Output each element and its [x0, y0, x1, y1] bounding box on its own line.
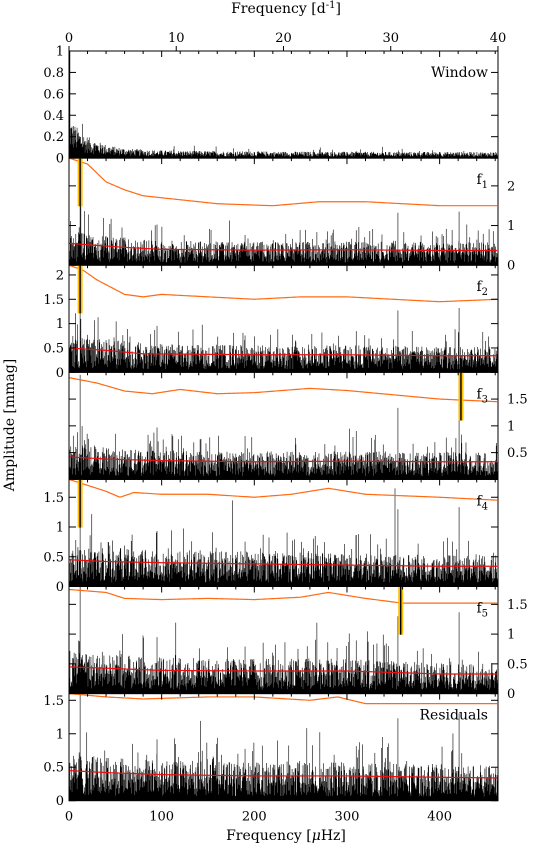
spectrum-f3	[69, 374, 498, 480]
spectrum-f1	[69, 158, 498, 266]
y-tick-label: 0.5	[507, 657, 528, 672]
top-axis-title: Frequency [d-1]	[231, 0, 341, 17]
y-tick-label: 0	[56, 152, 64, 167]
y-tick-label: 0	[56, 366, 64, 381]
panel-label: f4	[476, 493, 488, 512]
y-tick-label: 1.5	[507, 598, 528, 613]
bottom-axis-title: Frequency [μHz]	[226, 828, 346, 844]
y-tick-label: 1	[56, 317, 64, 332]
top-tick-label: 30	[382, 31, 399, 46]
y-tick-label: 0.5	[507, 446, 528, 461]
threshold-line	[69, 479, 498, 501]
threshold-line	[69, 377, 498, 403]
panel-f5: 0 0.5 1 1.5 f5	[68, 586, 528, 702]
top-axis-title-sup: -1	[326, 0, 336, 11]
top-tick-label: 10	[168, 31, 185, 46]
noise-line	[69, 456, 498, 463]
y-tick-label: 0.5	[43, 341, 64, 356]
panel-f4: 0 0.5 1 1.5 f4	[43, 478, 499, 595]
bottom-tick-label: 0	[65, 810, 73, 825]
panel-label: Residuals	[420, 708, 488, 724]
y-tick-label: 1	[507, 419, 515, 434]
panel-frame	[68, 693, 499, 802]
y-tick-label: 1.5	[507, 393, 528, 408]
noise-line	[69, 242, 498, 252]
y-tick-label: 1.5	[43, 293, 64, 308]
plot-area: 00.20.40.60.81Window012f100.511.52f20.51…	[43, 31, 527, 825]
y-tick-label: 2	[56, 268, 64, 283]
threshold-line	[69, 588, 498, 604]
panel-label: Window	[431, 65, 488, 81]
y-axis-title: Amplitude [mmag]	[2, 359, 18, 492]
panel-label: f2	[476, 279, 488, 298]
y-tick-label: 1	[507, 219, 515, 234]
panel-window: 0 0.2 0.4 0.6 0.8 1 Window	[43, 45, 499, 167]
panel-f3: 0.5 1 1.5 f3	[68, 371, 528, 480]
bottom-tick-label: 100	[149, 810, 174, 825]
panel-label: f3	[476, 386, 488, 405]
spectrum-f2	[69, 265, 498, 373]
y-tick-label: 1	[56, 727, 64, 742]
top-tick-label: 20	[275, 31, 292, 46]
y-tick-label: 0	[56, 794, 64, 809]
y-tick-label: 0	[507, 687, 515, 702]
y-tick-label: 1.5	[43, 491, 64, 506]
bottom-tick-label: 400	[427, 810, 452, 825]
y-tick-label: 1.5	[43, 694, 64, 709]
top-tick-label: 0	[65, 31, 73, 46]
bottom-tick-label: 200	[242, 810, 267, 825]
threshold-line	[69, 265, 498, 303]
spectrum-f4	[69, 479, 498, 587]
noise-line	[69, 769, 498, 779]
y-tick-label: 0.5	[43, 550, 64, 565]
y-tick-label: 1	[56, 45, 64, 60]
y-tick-label: 0.8	[43, 66, 64, 81]
threshold-line	[69, 158, 498, 207]
panel-residuals: 0 0.5 1 1.5 Residuals	[43, 693, 499, 809]
bottom-tick-label: 300	[335, 810, 360, 825]
y-tick-label: 0	[507, 259, 515, 274]
panel-label: f1	[476, 172, 488, 191]
noise-line	[69, 347, 498, 357]
panel-f2: 0 0.5 1 1.5 2 f2	[43, 264, 499, 381]
y-tick-label: 1	[56, 521, 64, 536]
top-tick-label: 40	[490, 31, 507, 46]
y-tick-label: 0.4	[43, 109, 64, 124]
panel-f1: 0 1 2 f1	[68, 157, 515, 274]
y-tick-label: 2	[507, 179, 515, 194]
spectrum-bars	[69, 158, 498, 266]
y-tick-label: 0.2	[43, 130, 64, 145]
y-tick-label: 0	[56, 580, 64, 595]
y-tick-label: 0.6	[43, 87, 64, 102]
threshold-line	[69, 693, 498, 705]
noise-line	[69, 666, 498, 675]
y-tick-label: 1	[507, 628, 515, 643]
spectrum-f5	[69, 586, 498, 694]
panel-label: f5	[476, 601, 488, 620]
noise-line	[69, 559, 498, 567]
y-tick-label: 0.5	[43, 761, 64, 776]
